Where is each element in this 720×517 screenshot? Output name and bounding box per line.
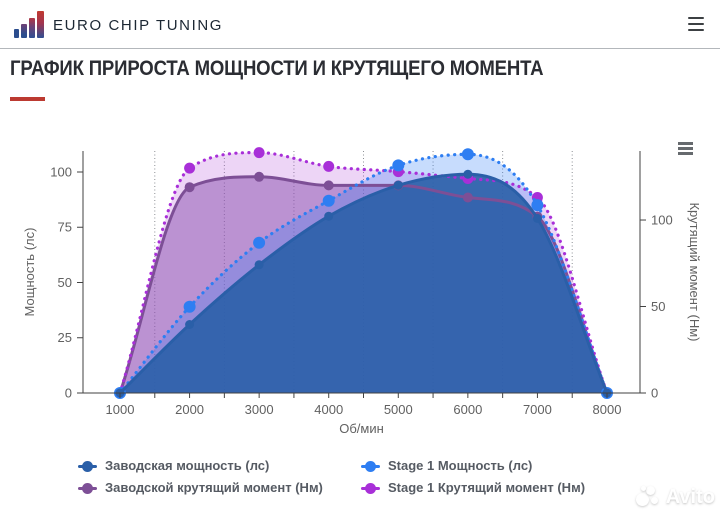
- legend-label: Stage 1 Крутящий момент (Нм): [388, 480, 586, 495]
- series-marker-3: [253, 147, 265, 159]
- legend-label: Stage 1 Мощность (лс): [388, 458, 533, 473]
- tick-label: 2000: [175, 402, 204, 417]
- tick-label: 8000: [593, 402, 622, 417]
- brand-name: EURO CHIP TUNING: [53, 17, 224, 34]
- series-marker-0: [393, 180, 403, 190]
- tick-label: 50: [58, 275, 72, 290]
- tick-label: 1000: [106, 402, 135, 417]
- tick-label: 3000: [245, 402, 274, 417]
- tick-label: 100: [50, 164, 72, 179]
- power-torque-chart: 1000 2000 3000 4000 5000 6000 7000 8000Об/мин02…: [22, 147, 702, 436]
- tick-label: 25: [58, 330, 72, 345]
- series-marker-2: [323, 180, 334, 191]
- tick-label: 5000: [384, 402, 413, 417]
- chart-legend: Заводская мощность (лс) Stage 1 Мощность …: [78, 458, 585, 495]
- series-marker-1: [461, 148, 474, 161]
- legend-item-2[interactable]: Заводской крутящий момент (Нм): [78, 480, 361, 495]
- avito-logo-icon: [635, 484, 661, 510]
- legend-marker-icon: [78, 482, 97, 494]
- series-marker-1: [392, 159, 405, 172]
- tick-label: 100: [651, 213, 673, 228]
- series-marker-0: [532, 213, 542, 223]
- menu-button[interactable]: [686, 11, 706, 37]
- series-marker-1: [253, 236, 266, 249]
- legend-label: Заводской крутящий момент (Нм): [105, 480, 323, 495]
- title-underline: [10, 97, 45, 101]
- tick-label: 4000: [314, 402, 343, 417]
- series-marker-2: [184, 182, 195, 193]
- legend-item-0[interactable]: Заводская мощность (лс): [78, 458, 361, 473]
- tick-label: 0: [65, 386, 72, 401]
- page-title: ГРАФИК ПРИРОСТА МОЩНОСТИ И КРУТЯЩЕГО МОМ…: [10, 57, 544, 80]
- series-marker-2: [462, 192, 473, 203]
- series-marker-1: [531, 199, 544, 212]
- tick-label: 6000: [453, 402, 482, 417]
- tick-label: 7000: [523, 402, 552, 417]
- legend-marker-icon: [361, 482, 380, 494]
- legend-item-3[interactable]: Stage 1 Крутящий момент (Нм): [361, 480, 585, 495]
- series-area-0: [120, 174, 607, 393]
- tick-label: 50: [651, 299, 665, 314]
- chart-context-menu-button[interactable]: [676, 140, 695, 157]
- series-marker-3: [184, 162, 196, 174]
- brand-logo-bars-icon: [14, 10, 44, 38]
- legend-marker-icon: [361, 460, 380, 472]
- series-marker-1: [183, 300, 196, 313]
- avito-watermark: Avito: [635, 484, 715, 510]
- tick-label: 75: [58, 220, 72, 235]
- series-marker-0: [463, 169, 473, 179]
- legend-label: Заводская мощность (лс): [105, 458, 270, 473]
- series-marker-0: [324, 211, 334, 221]
- y-axis-right-title: Крутящий момент (Нм): [687, 202, 702, 341]
- y-axis-left-title: Мощность (лс): [22, 228, 37, 317]
- avito-watermark-text: Avito: [665, 485, 715, 508]
- series-marker-3: [323, 160, 335, 172]
- series-line-3: [118, 150, 609, 395]
- brand[interactable]: EURO CHIP TUNING: [14, 10, 223, 38]
- tick-label: 0: [651, 386, 658, 401]
- chart: 1000 2000 3000 4000 5000 6000 7000 8000 Об/мин 0 2…: [22, 140, 702, 436]
- series-marker-0: [254, 260, 264, 270]
- legend-marker-icon: [78, 460, 97, 472]
- series-marker-0: [185, 320, 195, 329]
- legend-item-1[interactable]: Stage 1 Мощность (лс): [361, 458, 585, 473]
- series-marker-2: [254, 171, 265, 182]
- series-marker-1: [322, 194, 335, 207]
- series-line-0: [118, 172, 609, 395]
- x-axis-title: Об/мин: [339, 421, 384, 436]
- series-line-1: [118, 152, 609, 395]
- header: EURO CHIP TUNING: [0, 0, 720, 49]
